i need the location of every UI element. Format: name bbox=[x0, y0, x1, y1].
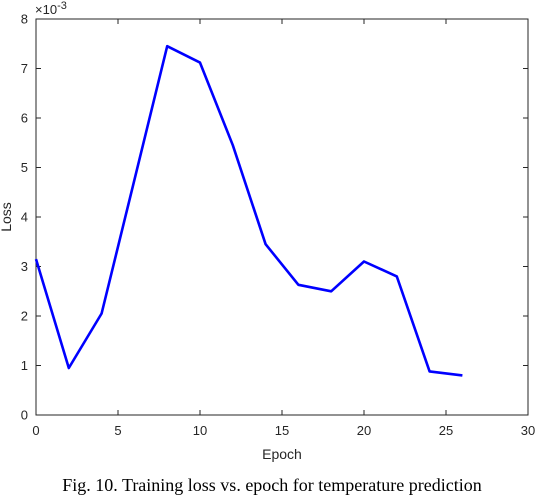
y-tick-label: 4 bbox=[21, 210, 28, 225]
plot-frame bbox=[35, 18, 529, 416]
y-tick-label: 8 bbox=[21, 12, 28, 27]
x-tick-label: 20 bbox=[357, 423, 371, 438]
y-tick-label: 5 bbox=[21, 160, 28, 175]
y-tick-label: 7 bbox=[21, 61, 28, 76]
x-tick-label: 30 bbox=[521, 423, 535, 438]
x-tick-label: 0 bbox=[32, 423, 39, 438]
x-axis-ticks: 0 5 10 15 20 25 30 bbox=[32, 19, 535, 438]
x-tick-label: 5 bbox=[114, 423, 121, 438]
y-axis-label: Loss bbox=[0, 202, 14, 232]
y-tick-label: 0 bbox=[21, 408, 28, 423]
loss-chart: 0 1 2 3 4 5 6 7 8 0 5 10 15 20 25 30 ×10-3 Epoch Loss bbox=[0, 0, 535, 462]
plot-area bbox=[35, 18, 529, 416]
x-axis-label: Epoch bbox=[262, 446, 302, 462]
y-tick-label: 6 bbox=[21, 111, 28, 126]
x-tick-label: 15 bbox=[275, 423, 289, 438]
y-tick-label: 2 bbox=[21, 309, 28, 324]
series-layer bbox=[34, 44, 463, 377]
loss-series-line bbox=[34, 44, 463, 377]
y-axis-exponent: ×10-3 bbox=[35, 0, 67, 17]
y-tick-label: 1 bbox=[21, 358, 28, 373]
x-tick-label: 25 bbox=[439, 423, 453, 438]
figure-caption: Fig. 10. Training loss vs. epoch for tem… bbox=[62, 475, 482, 495]
x-tick-label: 10 bbox=[193, 423, 207, 438]
y-axis-ticks: 0 1 2 3 4 5 6 7 8 bbox=[21, 12, 528, 423]
y-tick-label: 3 bbox=[21, 259, 28, 274]
